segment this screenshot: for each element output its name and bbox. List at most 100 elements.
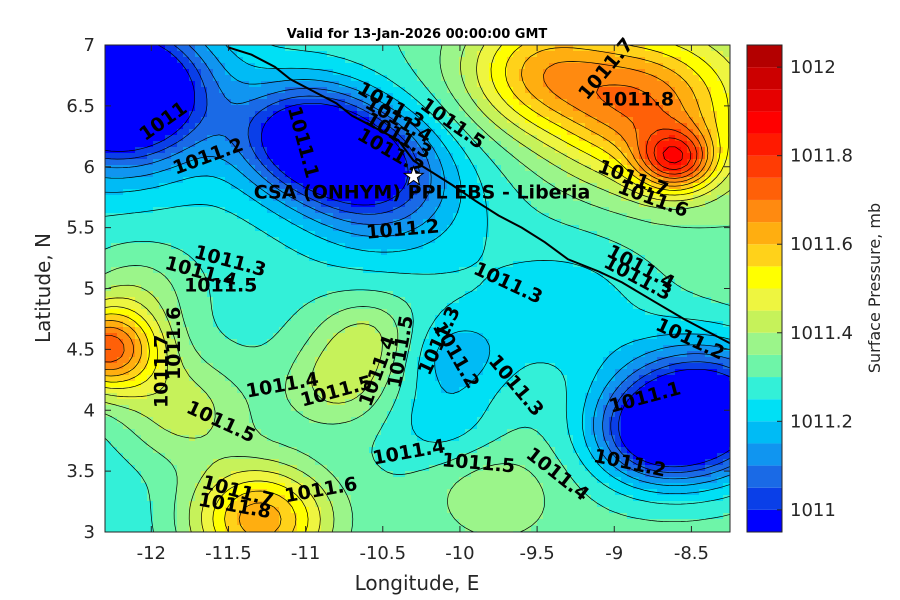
field-cell: [357, 447, 364, 454]
field-cell: [435, 423, 442, 430]
field-cell: [405, 381, 412, 388]
field-cell: [357, 201, 364, 208]
field-cell: [447, 321, 454, 328]
field-cell: [189, 117, 196, 124]
field-cell: [399, 279, 406, 286]
field-cell: [447, 195, 454, 202]
field-cell: [189, 489, 196, 496]
field-cell: [207, 171, 214, 178]
field-cell: [273, 387, 280, 394]
field-cell: [255, 165, 262, 172]
field-cell: [207, 495, 214, 502]
field-cell: [429, 351, 436, 358]
field-cell: [465, 99, 472, 106]
field-cell: [117, 327, 124, 334]
field-cell: [159, 387, 166, 394]
field-cell: [453, 519, 460, 526]
field-cell: [183, 405, 190, 412]
field-cell: [447, 423, 454, 430]
field-cell: [273, 441, 280, 448]
field-cell: [435, 147, 442, 154]
field-cell: [225, 219, 232, 226]
field-cell: [159, 465, 166, 472]
field-cell: [459, 339, 466, 346]
field-cell: [105, 471, 112, 478]
field-cell: [435, 159, 442, 166]
field-cell: [177, 147, 184, 154]
field-cell: [207, 69, 214, 76]
field-cell: [231, 171, 238, 178]
field-cell: [201, 81, 208, 88]
field-cell: [309, 327, 316, 334]
field-cell: [225, 411, 232, 418]
field-cell: [381, 513, 388, 520]
field-cell: [231, 369, 238, 376]
field-cell: [363, 339, 370, 346]
field-cell: [417, 285, 424, 292]
field-cell: [405, 297, 412, 304]
field-cell: [255, 57, 262, 64]
field-cell: [249, 147, 256, 154]
field-cell: [255, 471, 262, 478]
field-cell: [291, 399, 298, 406]
field-cell: [159, 153, 166, 160]
field-cell: [123, 273, 130, 280]
field-cell: [207, 471, 214, 478]
field-cell: [111, 111, 118, 118]
field-cell: [453, 153, 460, 160]
field-cell: [393, 189, 400, 196]
field-cell: [399, 459, 406, 466]
field-cell: [447, 75, 454, 82]
field-cell: [231, 309, 238, 316]
field-cell: [153, 57, 160, 64]
field-cell: [315, 483, 322, 490]
field-cell: [375, 495, 382, 502]
field-cell: [213, 177, 220, 184]
field-cell: [279, 333, 286, 340]
field-cell: [105, 465, 112, 472]
field-cell: [183, 381, 190, 388]
field-cell: [207, 459, 214, 466]
field-cell: [285, 513, 292, 520]
field-cell: [261, 333, 268, 340]
field-cell: [375, 483, 382, 490]
field-cell: [363, 45, 370, 52]
field-cell: [237, 135, 244, 142]
field-cell: [159, 363, 166, 370]
field-cell: [429, 333, 436, 340]
field-cell: [189, 87, 196, 94]
field-cell: [339, 519, 346, 526]
field-cell: [129, 69, 136, 76]
field-cell: [369, 315, 376, 322]
field-cell: [363, 363, 370, 370]
field-cell: [189, 159, 196, 166]
field-cell: [243, 291, 250, 298]
field-cell: [327, 441, 334, 448]
field-cell: [339, 507, 346, 514]
field-cell: [267, 219, 274, 226]
field-cell: [309, 459, 316, 466]
field-cell: [105, 117, 112, 124]
field-cell: [183, 111, 190, 118]
field-cell: [363, 357, 370, 364]
field-cell: [399, 495, 406, 502]
field-cell: [465, 87, 472, 94]
field-cell: [207, 309, 214, 316]
field-cell: [435, 483, 442, 490]
field-cell: [387, 285, 394, 292]
field-cell: [279, 303, 286, 310]
field-cell: [261, 381, 268, 388]
field-cell: [345, 339, 352, 346]
field-cell: [363, 243, 370, 250]
field-cell: [189, 351, 196, 358]
field-cell: [387, 405, 394, 412]
field-cell: [189, 513, 196, 520]
field-cell: [453, 273, 460, 280]
field-cell: [405, 471, 412, 478]
field-cell: [351, 501, 358, 508]
field-cell: [369, 75, 376, 82]
field-cell: [105, 309, 112, 316]
field-cell: [255, 495, 262, 502]
field-cell: [201, 141, 208, 148]
field-cell: [339, 351, 346, 358]
